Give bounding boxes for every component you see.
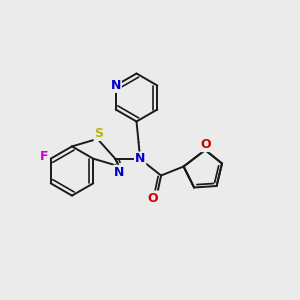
Text: N: N — [135, 152, 145, 166]
Text: F: F — [40, 150, 48, 163]
Text: S: S — [94, 127, 103, 140]
Text: N: N — [114, 166, 124, 179]
Text: O: O — [200, 138, 211, 151]
Text: O: O — [148, 191, 158, 205]
Text: N: N — [110, 79, 121, 92]
